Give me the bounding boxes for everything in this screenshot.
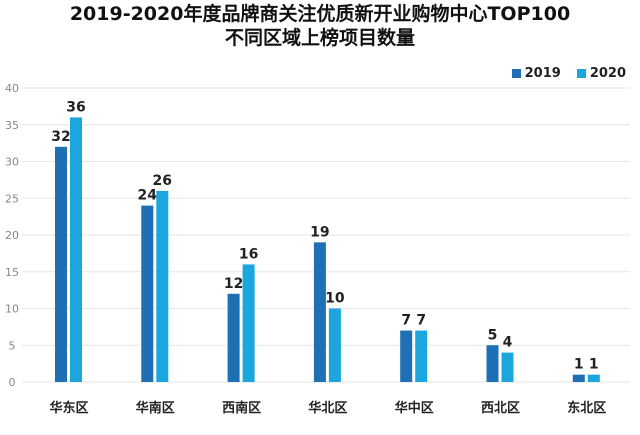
bar-2020-华北区 xyxy=(328,308,341,382)
bar-2019-西南区 xyxy=(227,293,240,382)
data-label: 7 xyxy=(416,313,426,329)
data-label: 26 xyxy=(153,173,172,189)
bar-2020-华东区 xyxy=(70,117,82,383)
y-tick-label: 5 xyxy=(9,339,16,352)
y-tick-label: 0 xyxy=(9,376,16,389)
bar-2019-西北区 xyxy=(486,345,499,382)
y-tick-label: 30 xyxy=(5,156,19,169)
legend-item-2020: 2020 xyxy=(576,66,626,81)
bar-2020-东北区 xyxy=(587,374,600,382)
chart-subtitle: 不同区域上榜项目数量 xyxy=(224,27,415,49)
bar-2020-华南区 xyxy=(156,190,169,382)
x-tick-label: 西北区 xyxy=(481,401,520,416)
y-tick-label: 10 xyxy=(5,303,19,316)
data-label: 24 xyxy=(138,188,158,204)
bar-2020-华中区 xyxy=(415,330,428,382)
data-label: 16 xyxy=(239,246,258,262)
y-tick-label: 35 xyxy=(5,119,19,132)
legend-swatch-2019 xyxy=(511,69,521,78)
bar-2019-东北区 xyxy=(572,374,585,382)
bar-2020-西南区 xyxy=(242,264,255,382)
x-tick-label: 东北区 xyxy=(567,400,606,416)
x-tick-label: 西南区 xyxy=(222,400,261,416)
y-tick-label: 40 xyxy=(5,82,19,95)
y-tick-label: 20 xyxy=(5,229,19,242)
legend-label-2019: 2019 xyxy=(524,66,561,81)
data-label: 1 xyxy=(589,357,599,373)
bar-2019-华南区 xyxy=(141,205,154,382)
data-label: 10 xyxy=(325,291,345,307)
x-tick-label: 华中区 xyxy=(395,400,434,416)
data-label: 5 xyxy=(488,327,498,343)
legend: 2019 2020 xyxy=(511,66,626,81)
y-tick-label: 15 xyxy=(5,266,19,279)
legend-item-2019: 2019 xyxy=(511,66,561,81)
data-label: 1 xyxy=(574,357,584,373)
chart-title: 2019-2020年度品牌商关注优质新开业购物中心TOP100 xyxy=(69,3,571,25)
legend-swatch-2020 xyxy=(576,69,586,78)
data-label: 12 xyxy=(224,276,243,292)
bar-2020-西北区 xyxy=(501,352,514,382)
data-label: 19 xyxy=(310,224,329,240)
x-tick-label: 华南区 xyxy=(136,400,175,416)
x-tick-label: 华北区 xyxy=(308,400,347,416)
y-tick-label: 25 xyxy=(5,192,19,205)
legend-label-2020: 2020 xyxy=(589,66,626,81)
bar-2019-华东区 xyxy=(55,146,67,382)
bar-2019-华中区 xyxy=(400,330,413,382)
data-label: 4 xyxy=(503,335,513,351)
data-label: 32 xyxy=(51,129,70,145)
bar-2019-华北区 xyxy=(313,242,326,382)
x-tick-label: 华东区 xyxy=(49,400,88,416)
data-label: 7 xyxy=(401,313,411,329)
data-label: 36 xyxy=(66,99,85,115)
